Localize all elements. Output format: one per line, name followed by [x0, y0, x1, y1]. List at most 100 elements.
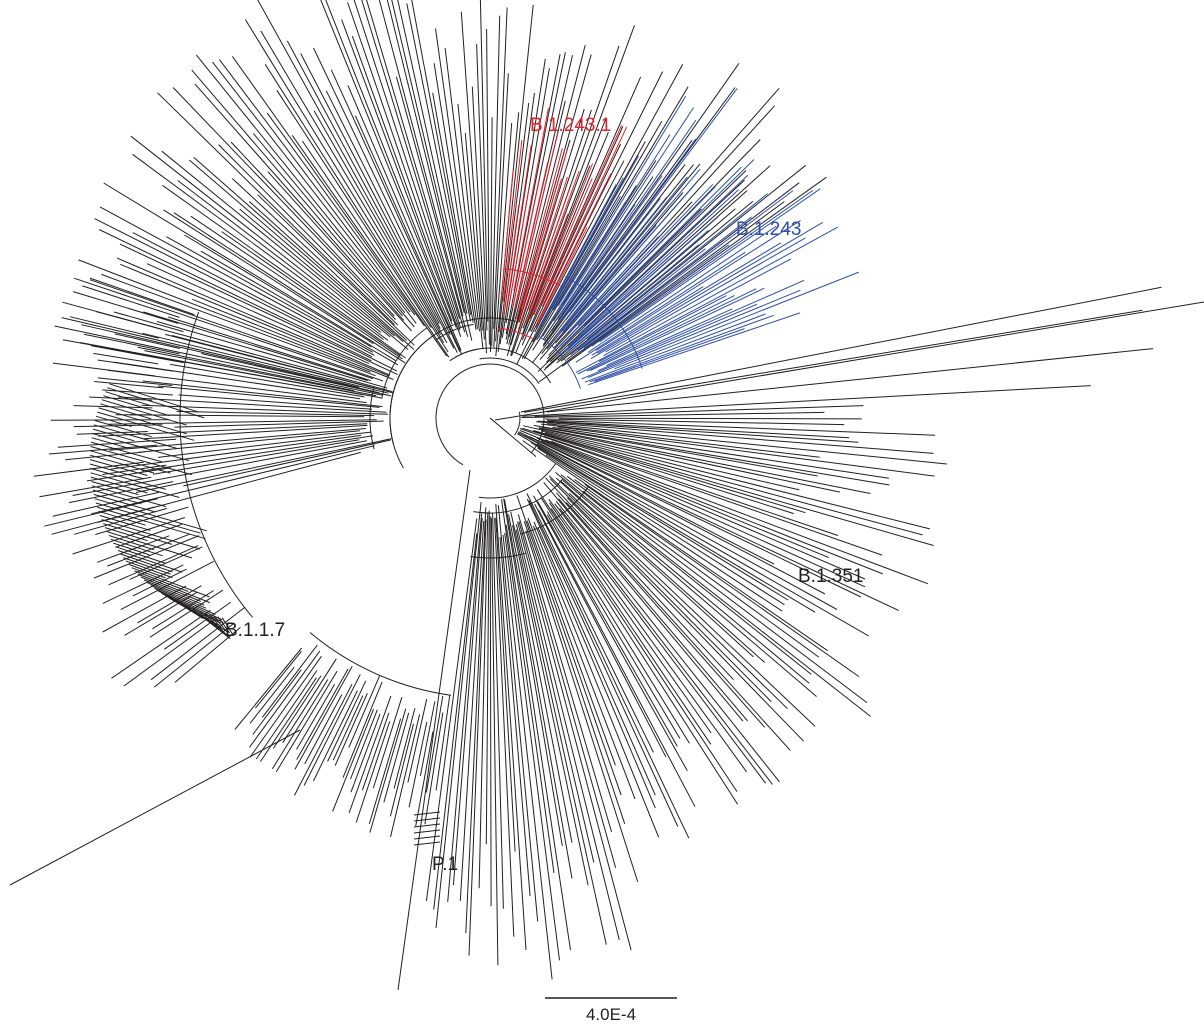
branch — [193, 156, 404, 343]
branch-b117 — [89, 463, 144, 480]
branch — [503, 498, 563, 846]
branch — [452, 517, 483, 886]
branch-p1 — [413, 811, 441, 816]
branch — [490, 117, 493, 352]
branch — [536, 86, 689, 341]
branch — [537, 170, 747, 373]
branch-b117 — [106, 531, 193, 559]
branch — [201, 353, 392, 397]
branch — [521, 411, 825, 418]
branch — [566, 182, 800, 360]
branch — [115, 414, 180, 416]
branch — [546, 348, 1154, 413]
branch-b117 — [98, 510, 146, 526]
branch — [347, 85, 462, 351]
branch — [521, 76, 642, 346]
branch — [54, 325, 384, 396]
branch-b1243 — [541, 201, 626, 336]
branch — [549, 502, 712, 734]
branch — [97, 359, 173, 372]
branch — [304, 694, 343, 765]
branch — [174, 420, 384, 428]
branch — [460, 11, 485, 340]
branch — [219, 59, 411, 313]
branch — [168, 316, 371, 382]
branch-b1243 — [575, 258, 792, 374]
branch-b1243 — [551, 175, 663, 332]
branch-b1243 — [557, 95, 687, 306]
branch — [183, 439, 391, 487]
branch — [161, 150, 391, 338]
branch — [276, 90, 432, 328]
branch — [69, 481, 174, 504]
branch-b1243 — [554, 224, 657, 344]
branch — [342, 681, 383, 778]
branch — [248, 201, 415, 350]
branch — [389, 723, 414, 817]
branch — [546, 163, 701, 350]
clade-label-b117: B.1.1.7 — [225, 620, 285, 641]
branch-b117 — [101, 399, 187, 426]
branch — [525, 530, 639, 882]
branch — [191, 69, 403, 317]
branch — [347, 2, 461, 331]
branch — [520, 286, 1162, 413]
branch — [137, 585, 202, 624]
branch-b1243 — [577, 183, 714, 326]
branch-b117 — [113, 542, 150, 556]
group-arc — [510, 463, 556, 496]
branch — [286, 40, 440, 324]
branch — [293, 683, 353, 796]
branch-b117 — [93, 493, 156, 513]
branch — [566, 475, 868, 703]
branch — [523, 521, 626, 824]
branch — [153, 622, 235, 688]
branch — [517, 521, 632, 951]
branch — [137, 346, 355, 392]
branch — [533, 430, 934, 546]
group-arc — [179, 311, 253, 618]
branch-b117 — [91, 485, 167, 508]
branch — [73, 405, 153, 409]
clade-arc — [435, 323, 474, 341]
branch-b12431 — [541, 126, 628, 307]
branch — [351, 35, 462, 337]
branch-b1243 — [562, 216, 719, 354]
branch — [557, 426, 935, 477]
branch-b1243 — [539, 177, 624, 328]
branch-b117 — [96, 506, 206, 540]
branch-b1243 — [579, 244, 730, 354]
branch-b117 — [123, 557, 171, 575]
branch-b1243 — [561, 138, 697, 321]
branch-b1243 — [599, 188, 821, 343]
branch — [486, 28, 490, 345]
branch-outlier — [494, 301, 1204, 421]
branch — [485, 510, 490, 845]
branch — [141, 435, 374, 472]
branch — [532, 430, 806, 514]
branch — [495, 517, 516, 852]
branch — [558, 417, 862, 420]
branch — [530, 143, 622, 332]
branch — [545, 477, 734, 681]
branch — [166, 236, 374, 353]
branch-b117 — [90, 467, 166, 490]
branch-b117-long — [9, 729, 301, 886]
branch — [548, 499, 748, 773]
branch — [348, 695, 392, 814]
branch — [348, 675, 381, 748]
branch-b1243 — [591, 189, 814, 347]
branch — [103, 182, 396, 362]
group-arc — [309, 632, 452, 696]
branch — [465, 507, 487, 934]
branch — [102, 464, 167, 475]
branch — [257, 194, 415, 346]
branch-b1243 — [595, 219, 801, 351]
branch-b1243 — [560, 204, 636, 314]
branch — [91, 445, 375, 515]
branch — [550, 508, 712, 745]
branch — [534, 160, 625, 333]
branch — [540, 440, 866, 588]
branch-b1243 — [565, 198, 661, 321]
